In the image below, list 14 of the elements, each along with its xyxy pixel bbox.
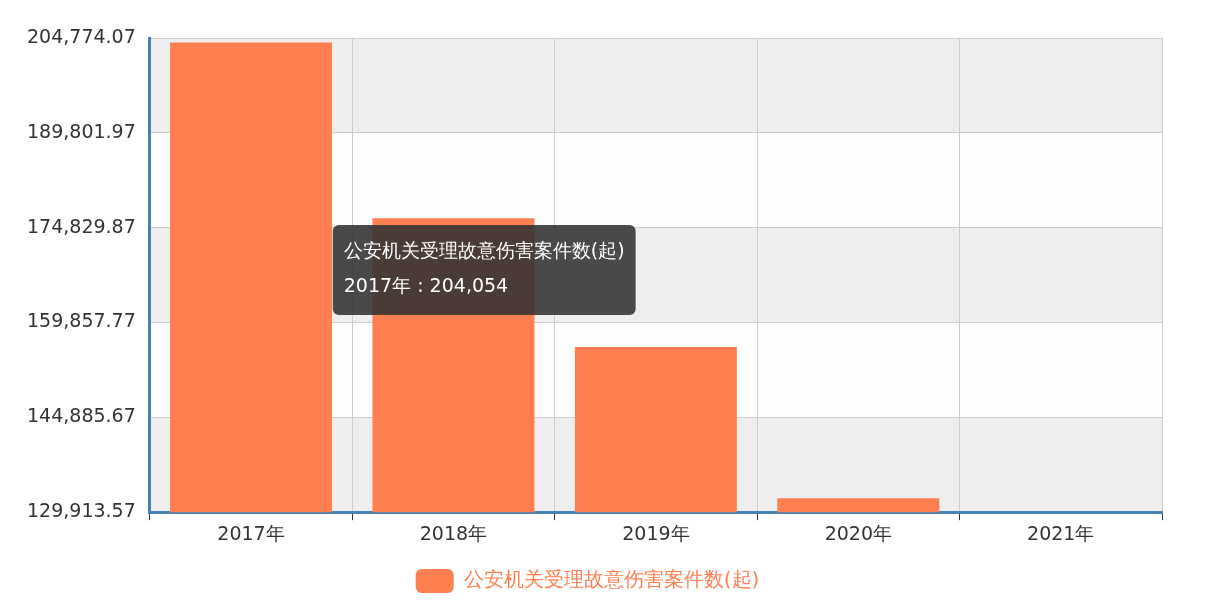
y-tick-label: 144,885.67 <box>26 404 136 427</box>
x-tick-label: 2018年 <box>419 521 488 544</box>
x-tick-label: 2019年 <box>622 521 690 544</box>
x-tick-label: 2021年 <box>1027 521 1095 544</box>
y-tick-label: 129,913.57 <box>26 499 136 522</box>
y-tick-label: 174,829.87 <box>26 214 136 237</box>
legend-label: 公安机关受理故意伤害案件数(起) <box>463 567 760 592</box>
y-tick-label: 204,774.07 <box>26 24 136 47</box>
annotation: 2017年 : 204,054 <box>343 274 509 297</box>
x-tick-label: 2020年 <box>824 521 893 544</box>
x-tick-label: 2017年 <box>217 521 285 544</box>
y-tick-label: 189,801.97 <box>26 119 136 142</box>
y-tick-label: 159,857.77 <box>26 309 136 332</box>
annotation: 公安机关受理故意伤害案件数(起) <box>343 239 625 262</box>
